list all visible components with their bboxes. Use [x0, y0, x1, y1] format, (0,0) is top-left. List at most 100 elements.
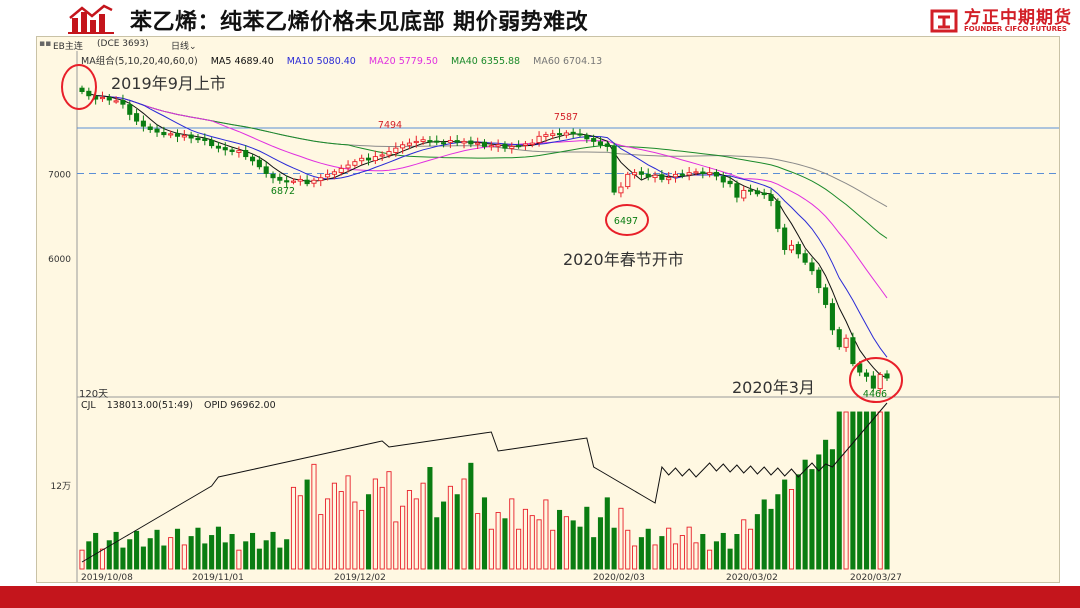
footer-bar [0, 586, 1080, 608]
volume-bar-down [365, 494, 372, 570]
volume-bar-down [481, 497, 488, 570]
volume-bar-down [591, 537, 597, 570]
volume-indicator-name[interactable]: CJL [81, 400, 96, 411]
volume-bar-down [829, 449, 835, 570]
volume-bar-up [529, 515, 535, 570]
candle-up [522, 143, 528, 146]
period-label: 日线 [171, 42, 190, 52]
candle-up [543, 134, 549, 137]
volume-bar-up [625, 529, 631, 570]
candle-up [359, 157, 365, 162]
volume-bar-down [863, 411, 870, 570]
candle-down [106, 97, 112, 101]
candle-down [127, 104, 133, 115]
candle-up [877, 374, 883, 390]
candle-down [502, 143, 508, 149]
days-label: 120天 [79, 389, 109, 400]
volume-bar-down [222, 542, 228, 570]
volume-bar-down [604, 497, 610, 570]
volume-bar-up [345, 475, 351, 570]
candle-down [277, 176, 283, 181]
x-tick-label: 2020/03/27 [850, 573, 902, 582]
menu-dots-icon[interactable]: ▪▪ [39, 39, 52, 49]
candle-up [843, 337, 849, 348]
candle-up [290, 180, 297, 183]
volume-bar-down [86, 541, 92, 570]
volume-bar-down [850, 411, 856, 570]
candle-down [720, 176, 726, 183]
symbol-label[interactable]: EB主连 [53, 42, 83, 52]
annotation-listing: 2019年9月上市 [111, 74, 226, 93]
x-tick-label: 2019/11/01 [192, 573, 244, 582]
ma-group-label[interactable]: MA组合(5,10,20,40,60,0) [81, 56, 198, 67]
volume-bar-up [672, 543, 679, 570]
chart-toolbar: ▪▪ EB主连 (DCE 3693) 日线⌄ [37, 37, 1059, 52]
volume-bar-up [297, 495, 303, 570]
volume-bar-up [522, 508, 528, 570]
candle-down [836, 329, 842, 348]
volume-bar-down [659, 536, 665, 570]
volume-bar-up [290, 486, 297, 570]
volume-bar-down [597, 517, 604, 570]
candle-down [734, 183, 740, 198]
brand-logo: 方正中期期货 FOUNDER CIFCO FUTURES [928, 4, 1078, 36]
candle-down [775, 200, 781, 229]
candle-down [754, 190, 760, 195]
candle-down [802, 253, 808, 263]
period-selector[interactable]: 日线⌄ [171, 39, 197, 52]
volume-bar-up [447, 485, 453, 570]
volume-bar-down [720, 532, 726, 570]
volume-bar-down [611, 527, 617, 570]
volume-bar-down [809, 469, 815, 570]
candle-down [202, 138, 208, 141]
volume-bar-up [413, 498, 419, 570]
candle-up [99, 97, 106, 100]
volume-bar-down [754, 514, 760, 570]
candle-down [222, 147, 228, 151]
volume-bar-down [775, 494, 781, 570]
volume-bar-up [379, 486, 385, 570]
volume-bar-down [106, 540, 112, 570]
volume-bar-up [686, 526, 692, 570]
candle-down [761, 192, 767, 196]
volume-bar-down [884, 411, 890, 570]
ma20-label: MA20 5779.50 [368, 56, 438, 67]
candle-up [297, 178, 303, 182]
candle-up [693, 171, 699, 174]
candle-down [304, 179, 310, 185]
candle-up [318, 177, 324, 182]
candle-down [659, 174, 665, 180]
candle-up [447, 140, 453, 143]
volume-bar-up [748, 528, 754, 570]
candle-down [427, 140, 433, 143]
annotation-march: 2020年3月 [732, 378, 815, 397]
volume-bar-down [202, 543, 208, 570]
candle-up [741, 189, 747, 199]
volume-bar-down [870, 411, 876, 570]
candle-down [809, 262, 815, 272]
volume-bar-down [795, 474, 801, 570]
candle-up [379, 154, 385, 157]
volume-bar-down [277, 547, 283, 570]
volume-bar-up [461, 478, 467, 570]
candle-up [413, 140, 419, 144]
volume-bar-up [563, 516, 569, 570]
volume-bar-up [406, 490, 413, 570]
volume-bar-down [127, 539, 133, 570]
volume-bar-up [352, 501, 358, 570]
candle-down [748, 189, 754, 192]
price-annotation-4466: 4466 [863, 389, 887, 400]
volume-bar-up [741, 519, 747, 570]
candle-down [188, 134, 194, 139]
volume-bar-down [761, 499, 767, 570]
open-interest-line [81, 402, 888, 563]
volume-bar-up [475, 513, 481, 570]
candle-down [570, 131, 576, 135]
candle-up [113, 100, 119, 103]
volume-bar-up [79, 549, 85, 570]
candle-down [713, 171, 719, 177]
volume-bar-down [441, 501, 447, 570]
ma10-label: MA10 5080.40 [286, 56, 356, 67]
volume-bar-up [632, 545, 638, 570]
volume-bar-down [256, 548, 262, 570]
